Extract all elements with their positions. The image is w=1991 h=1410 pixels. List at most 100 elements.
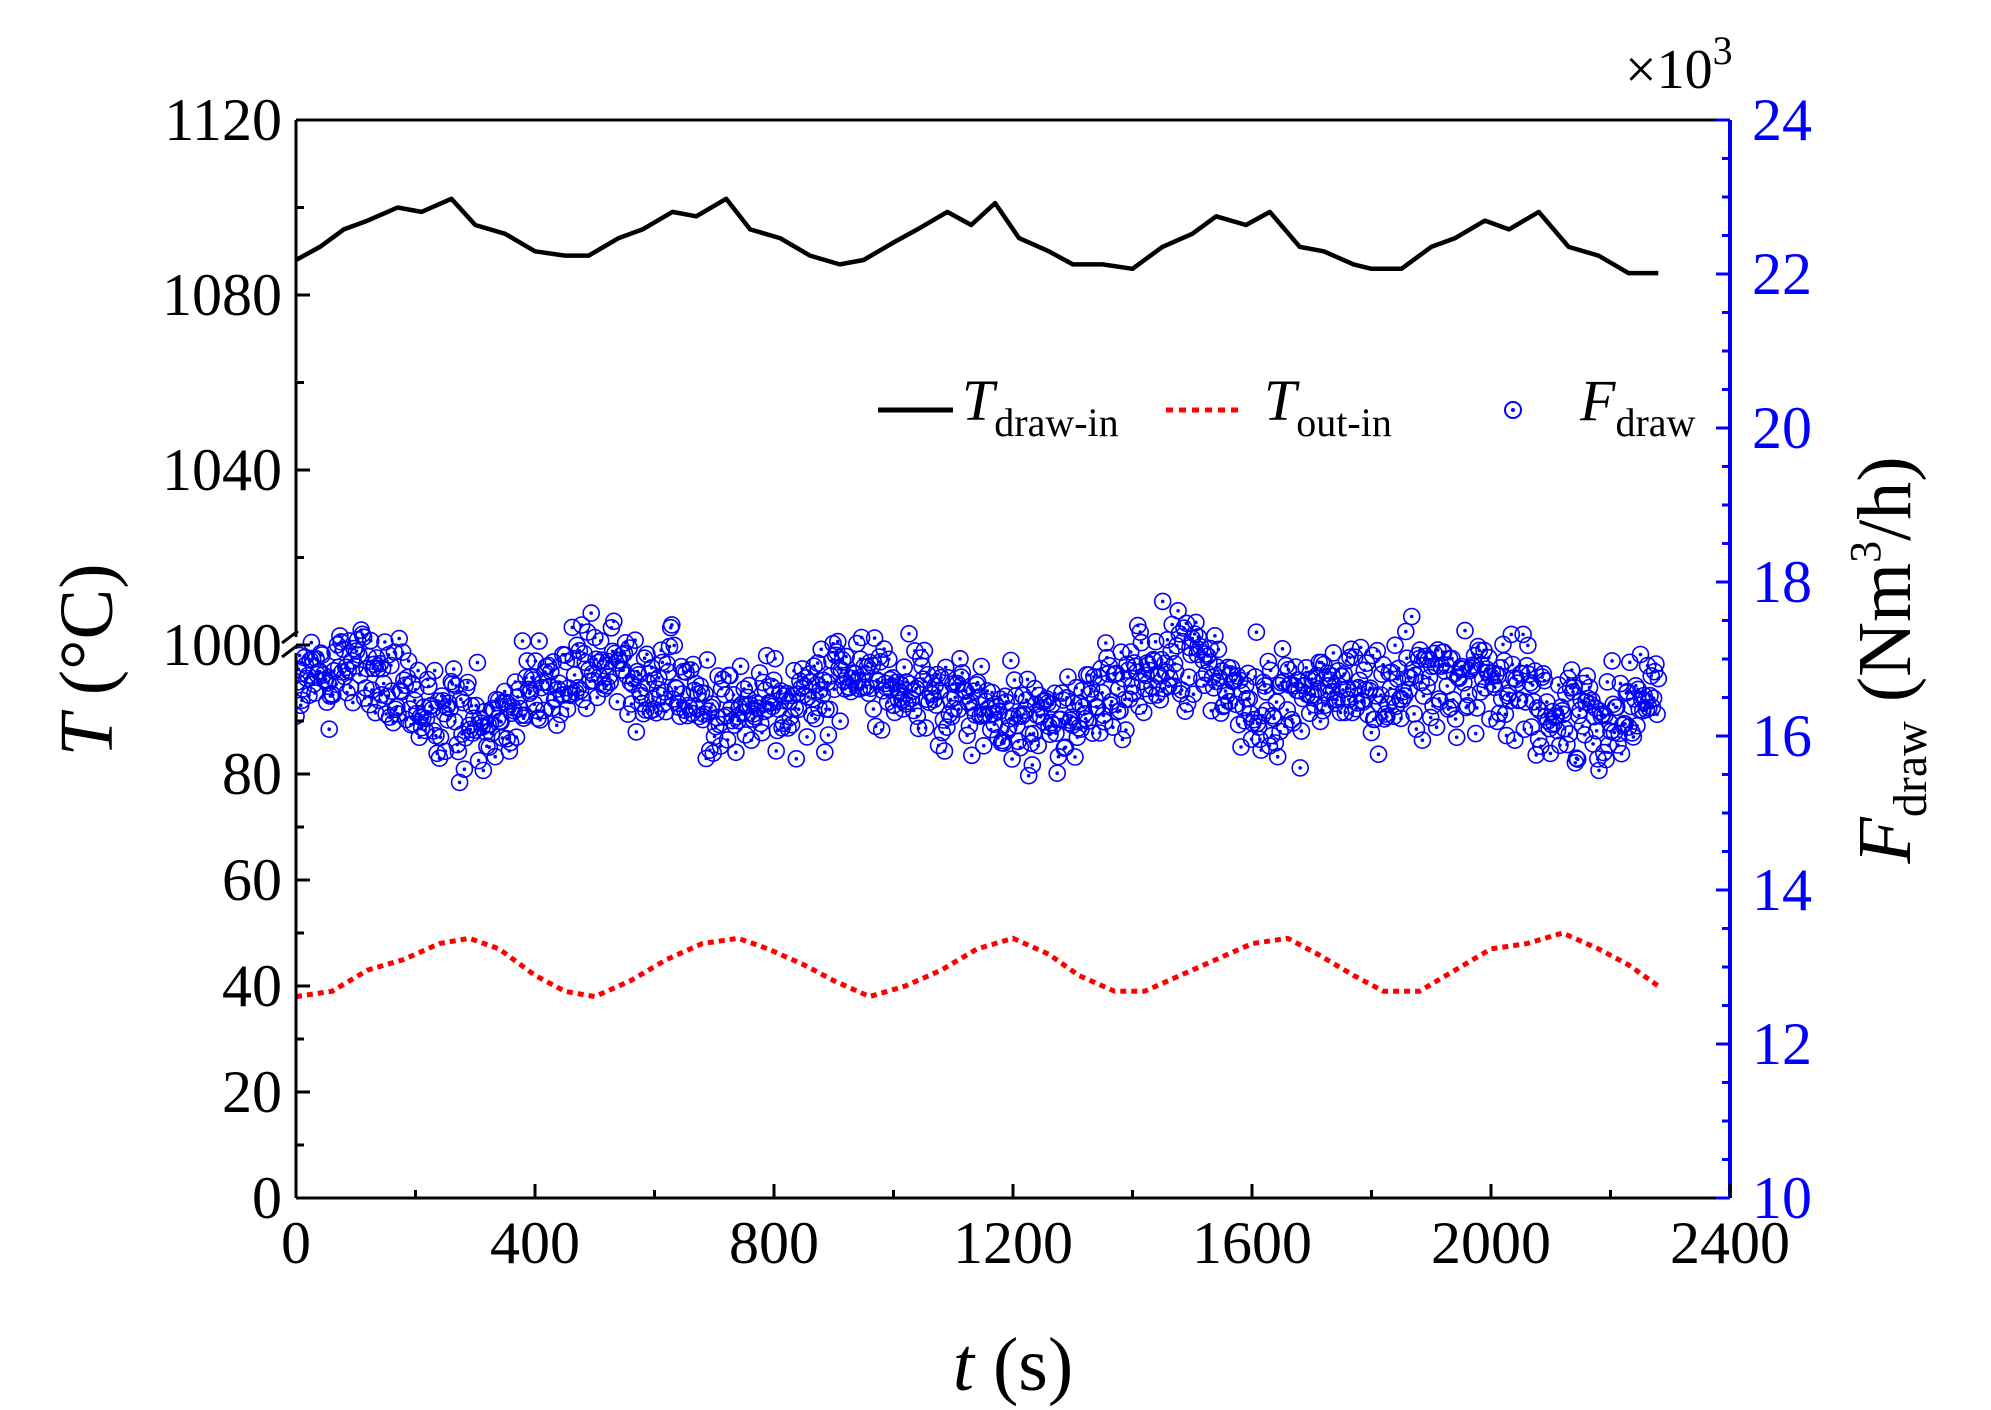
f-draw-point-dot bbox=[383, 640, 387, 644]
f-draw-point bbox=[1421, 708, 1440, 727]
f-draw-point-dot bbox=[1561, 712, 1566, 717]
f-draw-point-dot bbox=[1503, 712, 1508, 717]
f-draw-point-dot bbox=[1083, 717, 1088, 721]
f-draw-point bbox=[1312, 653, 1331, 672]
legend-swatch-f-draw-dot bbox=[1511, 408, 1515, 412]
f-draw-point bbox=[1332, 667, 1351, 686]
f-draw-point-dot bbox=[538, 718, 542, 722]
f-draw-point-dot bbox=[1285, 708, 1289, 712]
f-draw-point-dot bbox=[378, 661, 383, 666]
f-draw-point bbox=[1196, 645, 1215, 663]
f-draw-point-dot bbox=[298, 703, 303, 708]
f-draw-point bbox=[721, 666, 739, 685]
right-axis-title: Fdraw (Nm3/h) bbox=[1841, 456, 1937, 864]
f-draw-point bbox=[474, 761, 493, 780]
f-draw-point-dot bbox=[1117, 686, 1121, 691]
f-draw-point bbox=[1386, 636, 1404, 655]
f-draw-point-dot bbox=[1318, 719, 1323, 724]
f-draw-point-dot bbox=[427, 684, 431, 689]
f-draw-point bbox=[597, 676, 616, 695]
f-draw-point bbox=[989, 728, 1007, 747]
f-draw-point-dot bbox=[1497, 711, 1502, 716]
f-draw-point-dot bbox=[379, 693, 384, 697]
f-draw-point bbox=[1398, 649, 1416, 668]
f-draw-point-dot bbox=[1233, 678, 1237, 683]
f-draw-point-dot bbox=[691, 662, 695, 667]
f-draw-point bbox=[626, 631, 644, 650]
f-draw-point bbox=[399, 652, 418, 670]
f-draw-point bbox=[1261, 661, 1280, 680]
f-draw-point bbox=[718, 731, 737, 749]
f-draw-point bbox=[1529, 730, 1548, 748]
f-draw-point-dot bbox=[922, 648, 927, 653]
left-tick-label: 0 bbox=[252, 1165, 282, 1231]
f-draw-point-dot bbox=[565, 707, 570, 711]
f-draw-point bbox=[667, 679, 686, 698]
f-draw-point bbox=[1271, 722, 1289, 741]
f-draw-point bbox=[735, 680, 754, 698]
f-draw-point bbox=[1446, 710, 1465, 728]
f-draw-point-dot bbox=[1323, 703, 1327, 708]
f-draw-point-dot bbox=[1024, 698, 1029, 702]
f-draw-point-dot bbox=[1605, 680, 1610, 684]
legend: Tdraw-in Tout-in Fdraw bbox=[878, 368, 1696, 445]
right-tick-label: 10 bbox=[1752, 1165, 1812, 1231]
f-draw-point bbox=[1132, 633, 1151, 652]
f-draw-point-dot bbox=[1061, 698, 1065, 702]
f-draw-point-dot bbox=[1501, 642, 1505, 647]
f-draw-point bbox=[1029, 736, 1047, 755]
f-draw-point bbox=[898, 692, 917, 711]
f-draw-point bbox=[1178, 694, 1197, 713]
f-draw-point bbox=[665, 636, 684, 655]
f-draw-point-dot bbox=[1437, 697, 1441, 701]
f-draw-point-dot bbox=[1036, 743, 1040, 748]
f-draw-point bbox=[1111, 701, 1129, 720]
f-draw-point bbox=[1328, 691, 1346, 709]
right-tick-label: 16 bbox=[1752, 703, 1812, 769]
f-draw-point-dot bbox=[1275, 754, 1280, 759]
f-draw-point-dot bbox=[1104, 641, 1108, 645]
f-draw-point-dot bbox=[1261, 680, 1266, 685]
axes bbox=[281, 118, 1732, 1200]
f-draw-point bbox=[595, 679, 614, 698]
f-draw-point bbox=[1199, 647, 1217, 665]
f-draw-point-dot bbox=[1381, 663, 1385, 667]
f-draw-point-dot bbox=[645, 652, 649, 657]
f-draw-point-dot bbox=[1393, 643, 1397, 648]
f-draw-point-dot bbox=[608, 680, 612, 684]
f-draw-point-dot bbox=[1056, 754, 1061, 759]
f-draw-point-dot bbox=[1223, 689, 1228, 693]
f-draw-point-dot bbox=[1331, 651, 1336, 655]
f-draw-point bbox=[459, 673, 477, 692]
f-draw-point-dot bbox=[1050, 702, 1055, 706]
f-draw-point-dot bbox=[1030, 763, 1035, 767]
f-draw-point-dot bbox=[1505, 694, 1510, 698]
f-draw-point-dot bbox=[907, 632, 911, 636]
f-draw-point-dot bbox=[575, 643, 579, 648]
right-tick-label: 14 bbox=[1752, 857, 1812, 923]
f-draw-point bbox=[1022, 734, 1040, 753]
f-draw-point bbox=[908, 707, 927, 726]
f-draw-point bbox=[1247, 623, 1266, 642]
f-draw-point bbox=[1176, 702, 1194, 721]
f-draw-point-dot bbox=[1313, 676, 1318, 681]
f-draw-point-dot bbox=[348, 685, 353, 690]
f-draw-point bbox=[1514, 625, 1532, 644]
f-draw-point bbox=[498, 729, 516, 748]
f-draw-point-dot bbox=[577, 649, 582, 653]
f-draw-point-dot bbox=[823, 750, 827, 754]
f-draw-point-dot bbox=[1575, 757, 1580, 761]
f-draw-point-dot bbox=[310, 657, 315, 661]
f-draw-point-dot bbox=[1375, 648, 1380, 653]
f-draw-point-dot bbox=[1213, 634, 1217, 638]
f-draw-point-dot bbox=[1358, 645, 1363, 650]
f-draw-point bbox=[1497, 726, 1516, 745]
f-draw-point-dot bbox=[334, 682, 339, 687]
x-tick-label: 2400 bbox=[1670, 1210, 1790, 1276]
f-draw-point bbox=[1395, 687, 1414, 705]
f-draw-point-dot bbox=[1247, 697, 1252, 701]
f-draw-point-dot bbox=[657, 675, 661, 680]
f-draw-point bbox=[1337, 651, 1356, 670]
f-draw-point bbox=[616, 633, 635, 652]
f-draw-point bbox=[1023, 756, 1042, 774]
